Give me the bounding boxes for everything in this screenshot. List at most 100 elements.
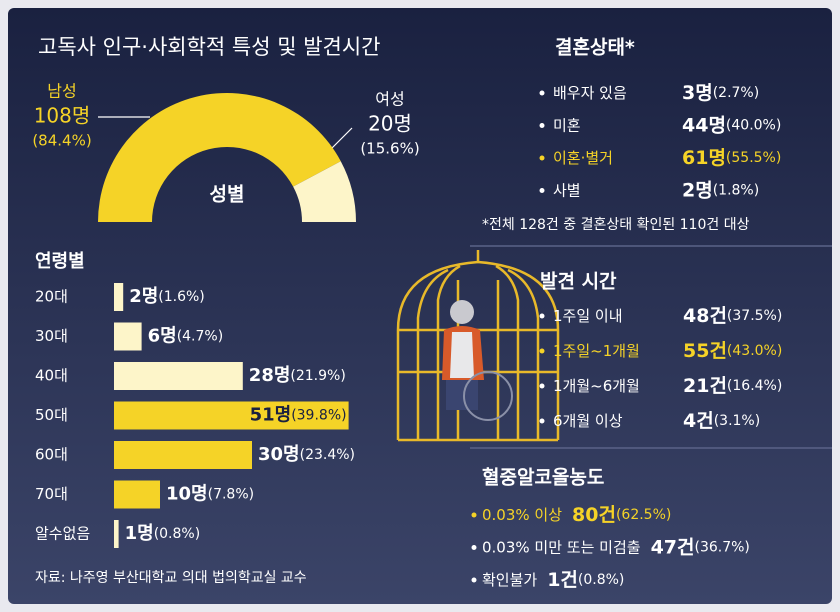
bullet bbox=[539, 383, 545, 389]
list-item: 사별 2명(1.8%) bbox=[553, 179, 759, 201]
item-label: 사별 bbox=[553, 181, 581, 199]
bullet bbox=[539, 348, 545, 354]
bar-label: 6명(4.7%) bbox=[148, 326, 224, 347]
bar bbox=[114, 480, 160, 509]
bullet bbox=[471, 512, 477, 518]
percent-label: (0.8%) bbox=[154, 526, 201, 542]
item-count: 4건 bbox=[683, 410, 714, 432]
bar-label: 10명(7.8%) bbox=[166, 484, 254, 505]
list-item: 미혼 44명(40.0%) bbox=[553, 114, 781, 136]
bar bbox=[114, 520, 119, 548]
list-item: 배우자 있음 3명(2.7%) bbox=[553, 82, 759, 104]
list-item: 0.03% 미만 또는 미검출 47건(36.7%) bbox=[482, 536, 750, 558]
category-label: 60대 bbox=[35, 446, 68, 464]
list-item: 6개월 이상 4건(3.1%) bbox=[553, 410, 760, 432]
elderly-figure bbox=[442, 300, 513, 421]
legend-label: 여성 bbox=[375, 90, 404, 109]
percent-label: (39.8%) bbox=[291, 408, 346, 424]
bullet bbox=[539, 313, 545, 319]
bar-label: 30명(23.4%) bbox=[258, 444, 355, 465]
list-item: 이혼·별거 61명(55.5%) bbox=[553, 147, 781, 169]
list-item: 1주일~1개월 55건(43.0%) bbox=[553, 340, 782, 362]
bar bbox=[114, 322, 142, 351]
item-count: 61명 bbox=[682, 147, 726, 169]
bullet bbox=[539, 188, 545, 193]
item-percent: (55.5%) bbox=[726, 150, 781, 166]
category-label: 알수없음 bbox=[35, 525, 90, 543]
item-label: 배우자 있음 bbox=[553, 84, 627, 102]
item-percent: (16.4%) bbox=[727, 378, 782, 394]
value-label: 6명 bbox=[148, 326, 177, 347]
item-count: 1건 bbox=[547, 569, 578, 591]
bullet bbox=[539, 90, 545, 96]
item-count: 21건 bbox=[683, 375, 727, 397]
item-percent: (62.5%) bbox=[616, 507, 671, 523]
bullet bbox=[471, 545, 477, 550]
item-count: 80건 bbox=[572, 504, 616, 526]
bar-chart-title: 연령별 bbox=[35, 251, 85, 272]
item-percent: (43.0%) bbox=[727, 343, 782, 359]
section-title: 결혼상태* bbox=[555, 36, 635, 59]
item-percent: (2.7%) bbox=[713, 85, 760, 101]
list-item: 0.03% 이상 80건(62.5%) bbox=[482, 504, 671, 526]
item-percent: (40.0%) bbox=[726, 118, 781, 134]
bullet bbox=[539, 155, 545, 161]
item-label: 0.03% 미만 또는 미검출 bbox=[482, 538, 641, 556]
item-label: 6개월 이상 bbox=[553, 412, 623, 430]
bullet bbox=[539, 418, 545, 424]
percent-label: (7.8%) bbox=[208, 487, 255, 503]
legend-label: 남성 bbox=[47, 82, 76, 101]
item-label: 0.03% 이상 bbox=[482, 506, 562, 524]
category-label: 30대 bbox=[35, 327, 68, 345]
bar-label: 28명(21.9%) bbox=[249, 365, 346, 386]
list-item: 1개월~6개월 21건(16.4%) bbox=[553, 375, 782, 397]
percent-label: (1.6%) bbox=[158, 289, 205, 305]
leader-line bbox=[329, 127, 353, 151]
head bbox=[450, 300, 474, 324]
item-count: 47건 bbox=[651, 536, 695, 558]
bar bbox=[114, 362, 243, 390]
category-label: 20대 bbox=[35, 288, 68, 306]
percent-label: (15.6%) bbox=[360, 140, 419, 158]
item-label: 이혼·별거 bbox=[553, 149, 613, 167]
bar bbox=[114, 283, 124, 311]
donut-segment bbox=[293, 161, 356, 222]
main-title: 고독사 인구·사회학적 특성 및 발견시간 bbox=[38, 35, 381, 59]
list-item: 1주일 이내 48건(37.5%) bbox=[553, 305, 782, 327]
wheel bbox=[463, 371, 513, 421]
item-count: 55건 bbox=[683, 340, 727, 362]
value-label: 51명 bbox=[250, 405, 292, 426]
percent-label: (4.7%) bbox=[177, 329, 224, 345]
item-label: 1개월~6개월 bbox=[553, 377, 640, 395]
value-label: 1명 bbox=[125, 523, 154, 544]
item-count: 44명 bbox=[682, 114, 726, 136]
percent-label: (84.4%) bbox=[32, 132, 91, 150]
bar-label: 2명(1.6%) bbox=[129, 286, 205, 307]
legs bbox=[446, 380, 478, 410]
item-percent: (1.8%) bbox=[713, 183, 760, 199]
item-label: 1주일 이내 bbox=[553, 307, 623, 325]
item-percent: (36.7%) bbox=[694, 540, 749, 556]
percent-label: (21.9%) bbox=[290, 368, 345, 384]
section-title: 발견 시간 bbox=[540, 271, 617, 293]
list-item: 확인불가 1건(0.8%) bbox=[482, 569, 624, 591]
category-label: 40대 bbox=[35, 367, 68, 385]
item-percent: (37.5%) bbox=[727, 308, 782, 324]
bar-label: 1명(0.8%) bbox=[125, 523, 201, 544]
source: 자료: 나주영 부산대학교 의대 법의학교실 교수 bbox=[35, 570, 307, 586]
note: *전체 128건 중 결혼상태 확인된 110건 대상 bbox=[482, 217, 750, 233]
donut-segment bbox=[98, 92, 341, 222]
item-label: 확인불가 bbox=[482, 571, 537, 589]
section-title: 혈중알코올농도 bbox=[482, 466, 604, 489]
value-label: 10명 bbox=[166, 484, 208, 505]
item-count: 48건 bbox=[683, 305, 727, 327]
bullet bbox=[471, 577, 477, 583]
shirt bbox=[450, 332, 474, 378]
donut-title: 성별 bbox=[210, 184, 245, 206]
bar-label: 51명(39.8%) bbox=[250, 405, 347, 426]
value-label: 108명 bbox=[34, 104, 91, 128]
bullet bbox=[539, 123, 545, 128]
value-label: 28명 bbox=[249, 365, 291, 386]
